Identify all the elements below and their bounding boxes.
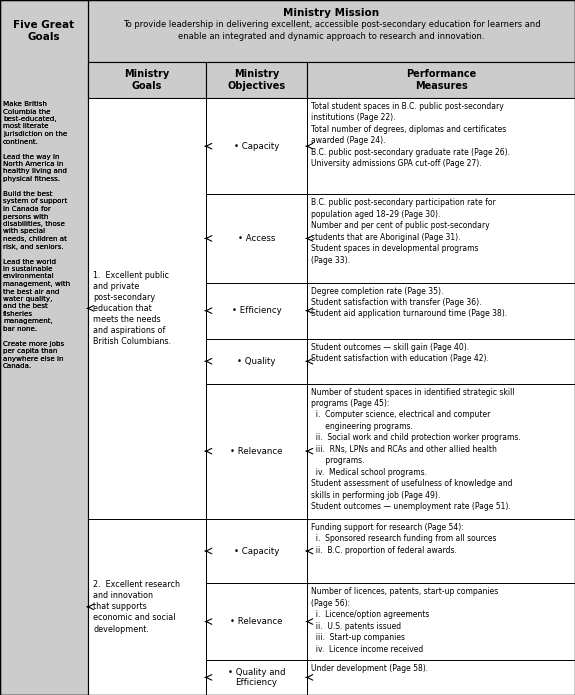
Bar	[206, 62, 307, 98]
Text: Under development (Page 58).: Under development (Page 58).	[311, 664, 428, 673]
Text: Number of student spaces in identified strategic skill
programs (Page 45):
  i. : Number of student spaces in identified s…	[311, 388, 521, 511]
Bar	[88, 0, 575, 62]
Text: B.C. public post-secondary participation rate for
population aged 18–29 (Page 30: B.C. public post-secondary participation…	[311, 198, 496, 265]
Text: • Capacity: • Capacity	[234, 546, 279, 555]
Text: 1.  Excellent public
and private
post-secondary
education that
meets the needs
a: 1. Excellent public and private post-sec…	[93, 270, 171, 346]
Text: Ministry Mission: Ministry Mission	[283, 8, 380, 18]
Bar	[0, 0, 88, 695]
Bar	[307, 282, 575, 339]
Text: Degree completion rate (Page 35).
Student satisfaction with transfer (Page 36).
: Degree completion rate (Page 35). Studen…	[311, 286, 507, 318]
Bar	[206, 98, 307, 195]
Bar	[307, 660, 575, 695]
Bar	[206, 660, 307, 695]
Text: Ministry
Objectives: Ministry Objectives	[228, 70, 286, 91]
Text: Number of licences, patents, start-up companies
(Page 56):
  i.  Licence/option : Number of licences, patents, start-up co…	[311, 587, 499, 653]
Bar	[307, 583, 575, 660]
Bar	[307, 384, 575, 518]
Bar	[307, 98, 575, 195]
Text: Make British
Columbia the
best-educated,
most literate
jurisdiction on the
conti: Make British Columbia the best-educated,…	[3, 101, 70, 370]
Bar	[88, 62, 206, 98]
Bar	[307, 62, 575, 98]
Bar	[88, 98, 206, 518]
Text: Ministry
Goals: Ministry Goals	[124, 70, 170, 91]
Bar	[206, 195, 307, 282]
Text: Performance
Measures: Performance Measures	[406, 70, 476, 91]
Text: • Relevance: • Relevance	[230, 447, 283, 456]
Bar	[206, 339, 307, 384]
Bar	[307, 518, 575, 583]
Text: • Quality: • Quality	[237, 357, 276, 366]
Text: To provide leadership in delivering excellent, accessible post-secondary educati: To provide leadership in delivering exce…	[122, 20, 540, 41]
Text: Make British
Columbia the
best-educated,
most literate
jurisdiction on the
conti: Make British Columbia the best-educated,…	[3, 101, 70, 370]
Text: Funding support for research (Page 54):
  i.  Sponsored research funding from al: Funding support for research (Page 54): …	[311, 523, 496, 555]
Text: • Relevance: • Relevance	[230, 617, 283, 626]
Text: • Efficiency: • Efficiency	[232, 306, 281, 316]
Text: Student outcomes — skill gain (Page 40).
Student satisfaction with education (Pa: Student outcomes — skill gain (Page 40).…	[311, 343, 489, 363]
Text: Five Great
Goals: Five Great Goals	[13, 20, 75, 42]
Text: • Quality and
Efficiency: • Quality and Efficiency	[228, 668, 285, 687]
Bar	[0, 0, 88, 695]
Bar	[0, 98, 88, 695]
Bar	[307, 195, 575, 282]
Bar	[206, 518, 307, 583]
Bar	[307, 339, 575, 384]
Bar	[206, 282, 307, 339]
Bar	[206, 384, 307, 518]
Text: Total student spaces in B.C. public post-secondary
institutions (Page 22).
Total: Total student spaces in B.C. public post…	[311, 102, 510, 168]
Bar	[206, 583, 307, 660]
Text: • Access: • Access	[238, 234, 275, 243]
Text: 2.  Excellent research
and innovation
that supports
economic and social
developm: 2. Excellent research and innovation tha…	[93, 580, 180, 634]
Text: • Capacity: • Capacity	[234, 142, 279, 151]
Bar	[88, 518, 206, 695]
